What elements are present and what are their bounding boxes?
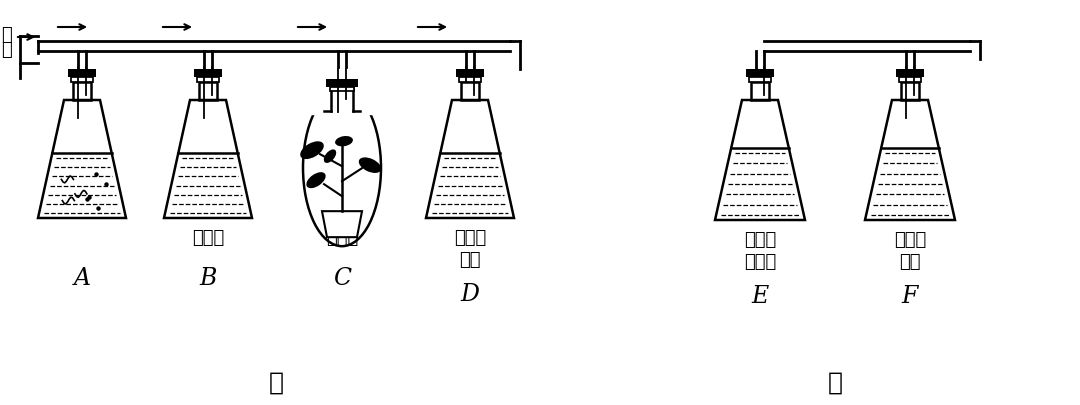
- Bar: [197, 78, 219, 83]
- Bar: [456, 70, 484, 78]
- Bar: [73, 83, 91, 101]
- Text: D: D: [460, 282, 480, 305]
- Bar: [326, 80, 357, 88]
- Ellipse shape: [335, 136, 353, 147]
- Text: 玻璃罩: 玻璃罩: [326, 228, 359, 246]
- Polygon shape: [322, 212, 362, 238]
- Text: 石灰水: 石灰水: [192, 228, 225, 246]
- Text: 乙: 乙: [827, 370, 842, 394]
- Text: A: A: [73, 266, 91, 289]
- Bar: [896, 70, 924, 78]
- Ellipse shape: [300, 142, 324, 160]
- Bar: [330, 88, 354, 92]
- Text: 气: 气: [1, 41, 12, 59]
- Bar: [901, 83, 919, 101]
- Ellipse shape: [359, 158, 381, 173]
- Bar: [899, 78, 921, 83]
- Bar: [751, 83, 769, 101]
- Bar: [194, 70, 222, 78]
- Text: B: B: [200, 266, 217, 289]
- Text: 澄清石
灰水: 澄清石 灰水: [454, 228, 486, 269]
- Bar: [199, 83, 217, 101]
- Text: E: E: [752, 284, 769, 307]
- Bar: [459, 78, 481, 83]
- Bar: [746, 70, 774, 78]
- Text: 酵母菌
培养液: 酵母菌 培养液: [744, 230, 777, 271]
- Bar: [750, 78, 771, 83]
- Ellipse shape: [324, 150, 336, 164]
- Ellipse shape: [307, 173, 326, 189]
- Text: C: C: [333, 266, 351, 289]
- Bar: [461, 83, 480, 101]
- Text: 空: 空: [1, 26, 12, 44]
- Text: 甲: 甲: [269, 370, 284, 394]
- Polygon shape: [303, 88, 381, 115]
- Text: 澄清石
灰水: 澄清石 灰水: [894, 230, 927, 271]
- Bar: [71, 78, 93, 83]
- Bar: [68, 70, 96, 78]
- Text: F: F: [902, 284, 918, 307]
